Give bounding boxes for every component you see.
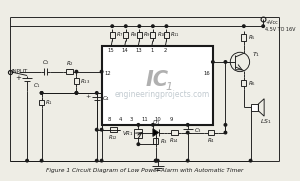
Circle shape [152,124,154,126]
Text: $D_1$: $D_1$ [152,118,160,127]
Bar [137,32,142,38]
Circle shape [262,25,264,27]
Text: 10: 10 [154,117,161,122]
Text: $R_5$: $R_5$ [248,33,256,42]
Text: $R_{12}$: $R_{12}$ [108,134,118,142]
Text: Figure 1 Circuit Diagram of Low Power Alarm with Automatic Timer: Figure 1 Circuit Diagram of Low Power Al… [46,168,244,173]
Circle shape [124,25,127,27]
Text: 14: 14 [122,48,128,53]
Bar [151,32,155,38]
Text: $R_{10}$: $R_{10}$ [157,30,167,39]
Circle shape [26,159,28,162]
Text: 4: 4 [118,117,122,122]
Circle shape [152,25,154,27]
Bar [250,104,258,111]
Text: $C_3$: $C_3$ [194,126,202,135]
Bar [102,45,213,125]
Bar [242,80,246,86]
Circle shape [249,159,252,162]
Text: 1: 1 [150,48,154,53]
Circle shape [75,70,78,73]
Text: 2: 2 [164,48,167,53]
Text: 8: 8 [108,117,111,122]
Circle shape [40,92,43,94]
Circle shape [243,25,245,27]
Text: 15: 15 [108,48,115,53]
Text: $LS_1$: $LS_1$ [260,117,272,126]
Circle shape [100,159,103,162]
Text: $R_7$: $R_7$ [116,30,124,39]
Circle shape [212,61,214,63]
Text: $R_2$: $R_2$ [66,59,74,68]
Bar [242,34,246,41]
Circle shape [95,129,98,131]
Text: +: + [15,75,21,81]
Bar [153,138,158,144]
Text: IC: IC [146,70,169,90]
Circle shape [100,129,103,131]
Circle shape [154,159,157,162]
Text: 9: 9 [169,117,173,122]
Text: $R_8$: $R_8$ [130,30,137,39]
Text: $R_1$: $R_1$ [46,98,53,107]
Circle shape [137,124,140,126]
Text: engineeringprojects.com: engineeringprojects.com [114,90,210,99]
Circle shape [187,131,189,134]
Bar [39,100,44,106]
Text: $R_4$: $R_4$ [207,136,215,145]
Text: $R_{11}$: $R_{11}$ [170,30,180,39]
Text: $VR_1$: $VR_1$ [122,129,134,138]
Text: 16: 16 [203,71,210,76]
Text: 1: 1 [166,82,173,92]
Text: $R_3$: $R_3$ [160,137,168,146]
Bar [66,69,73,74]
Bar [164,32,169,38]
Circle shape [224,61,227,63]
Text: 11: 11 [142,117,148,122]
Circle shape [154,159,157,162]
Circle shape [75,92,78,94]
Circle shape [165,25,168,27]
Bar [134,129,142,138]
Bar [74,78,79,84]
Circle shape [138,25,141,27]
Text: $C_4$: $C_4$ [102,94,110,103]
Circle shape [111,25,113,27]
Circle shape [100,70,103,73]
Circle shape [95,92,98,94]
Text: 13: 13 [135,48,142,53]
Circle shape [187,159,189,162]
Circle shape [75,92,78,94]
Circle shape [95,159,98,162]
Bar [171,130,178,135]
Circle shape [157,159,159,162]
Text: INPUT: INPUT [12,69,28,74]
Text: $R_{14}$: $R_{14}$ [169,136,179,145]
Bar [110,32,115,38]
Text: $R_9$: $R_9$ [143,30,151,39]
Circle shape [40,159,43,162]
Text: +Vcc
4.5V TO 16V: +Vcc 4.5V TO 16V [265,20,296,31]
Text: $C_1$: $C_1$ [33,81,41,90]
Circle shape [224,124,227,126]
Polygon shape [153,129,159,136]
Text: +: + [86,94,91,99]
Text: 12: 12 [104,71,111,76]
Text: $T_1$: $T_1$ [252,50,260,59]
Circle shape [137,143,140,146]
Circle shape [187,124,189,126]
Bar [123,32,128,38]
Bar [208,130,214,135]
Text: $C_2$: $C_2$ [41,58,50,67]
Text: 3: 3 [130,117,133,122]
Bar [110,127,117,132]
Circle shape [224,131,227,134]
Text: $R_{13}$: $R_{13}$ [80,77,91,86]
Text: $R_6$: $R_6$ [248,79,256,88]
Circle shape [40,92,43,94]
